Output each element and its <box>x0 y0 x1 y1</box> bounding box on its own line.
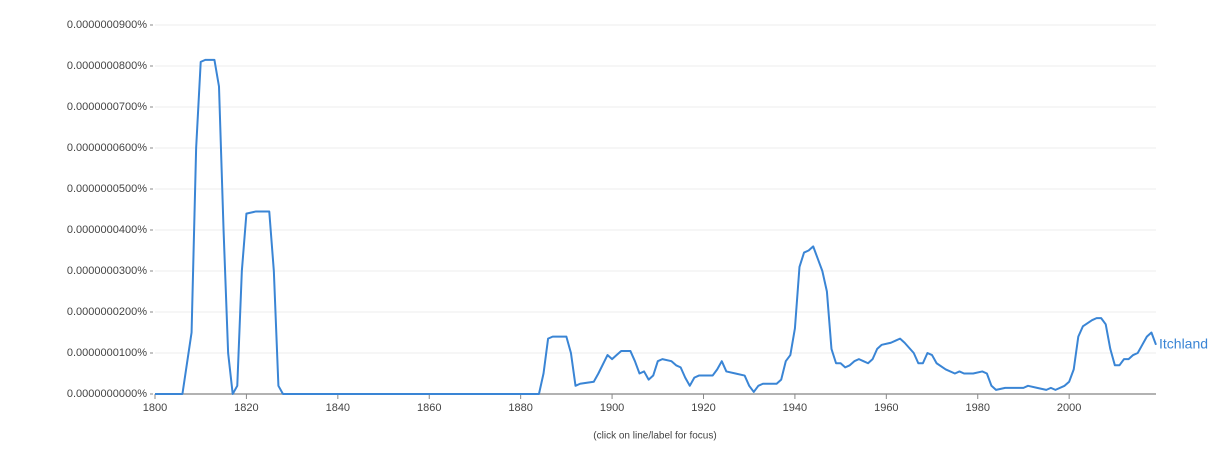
x-tick-label: 1960 <box>874 402 898 414</box>
x-tick-label: 1820 <box>234 402 258 414</box>
series-label[interactable]: Itchland <box>1159 336 1208 352</box>
y-tick-label: 0.0000000700% <box>67 101 147 113</box>
y-tick-label: 0.0000000500% <box>67 183 147 195</box>
y-tick-label: 0.0000000900% <box>67 19 147 31</box>
y-tick-label: 0.0000000400% <box>67 224 147 236</box>
x-tick-label: 1860 <box>417 402 441 414</box>
series-line[interactable] <box>155 58 1157 395</box>
x-tick-label: 1900 <box>600 402 624 414</box>
x-tick-label: 1920 <box>691 402 715 414</box>
x-tick-label: 1980 <box>965 402 989 414</box>
x-tick-label: 1940 <box>783 402 807 414</box>
y-tick-label: 0.0000000100% <box>67 347 147 359</box>
y-tick-label: 0.0000000800% <box>67 60 147 72</box>
x-tick-label: 1880 <box>508 402 532 414</box>
x-tick-label: 2000 <box>1057 402 1081 414</box>
y-tick-label: 0.0000000600% <box>67 142 147 154</box>
x-tick-label: 1800 <box>143 402 167 414</box>
footer-note: (click on line/label for focus) <box>593 431 716 442</box>
x-tick-label: 1840 <box>326 402 350 414</box>
y-tick-label: 0.0000000000% <box>67 388 147 400</box>
y-tick-label: 0.0000000200% <box>67 306 147 318</box>
y-tick-label: 0.0000000300% <box>67 265 147 277</box>
